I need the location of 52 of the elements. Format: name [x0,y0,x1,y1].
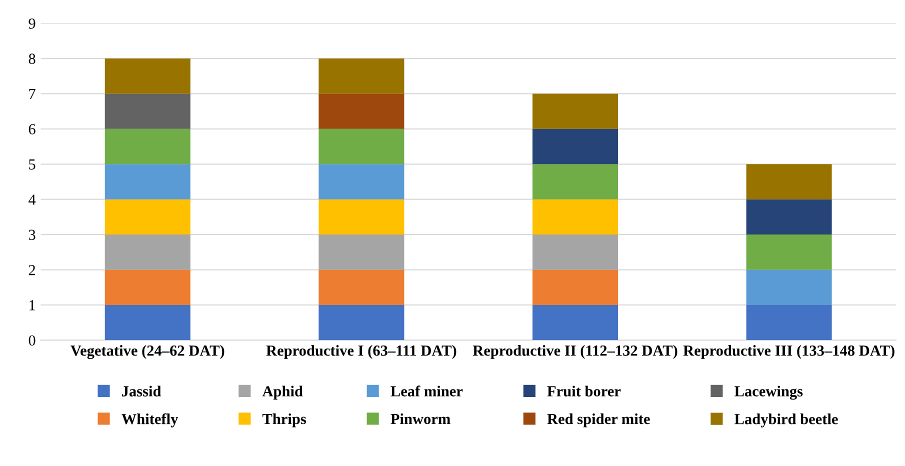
bar [532,94,618,129]
legend-label: Red spider mite [547,413,650,428]
bar [532,270,618,305]
y-tick-label: 7 [29,89,36,100]
y-tick-label: 0 [28,335,36,346]
bar [532,234,618,270]
bar [746,164,832,200]
legend-label: Whitefly [122,413,178,428]
bar [746,234,832,270]
legend-label: Aphid [262,386,303,400]
legend-label: Thrips [262,413,306,428]
y-tick-label: 6 [28,124,36,134]
legend-label: Ladybird beetle [734,414,838,428]
bar [104,94,190,129]
bar [318,164,404,200]
bar [318,128,404,164]
legend-label: Fruit borer [547,386,621,396]
bar [532,304,618,340]
legend-label: Lacewings [734,386,803,400]
bar [104,128,190,164]
bar [318,304,404,340]
y-tick-label: 8 [28,54,36,64]
y-tick-label: 4 [28,194,36,205]
bar [746,270,832,305]
bar [746,304,832,340]
y-tick-label: 5 [29,159,36,170]
legend-label: Leaf miner [390,386,463,396]
legend-label: Jassid [122,386,162,396]
y-tick-label: 1 [30,300,35,310]
x-tick-label: Vegetative (24–62 DAT) [70,345,224,360]
bar [104,164,190,200]
bar [104,58,190,94]
bar [532,199,618,235]
x-tick-label: Reproductive III (133–148 DAT) [683,345,894,359]
x-tick-label: Reproductive I (63–111 DAT) [266,345,456,359]
bar [318,199,404,235]
bar [104,304,190,340]
bar [104,270,190,305]
bar [104,234,190,270]
bar [104,199,190,235]
y-tick-label: 3 [28,230,36,240]
bar [318,234,404,270]
y-tick-label: 2 [28,264,36,276]
y-tick-label: 9 [28,18,36,29]
bar [532,128,618,164]
bar [318,270,404,305]
bar [532,164,618,200]
x-tick-label: Reproductive II (112–132 DAT) [472,345,678,359]
legend-label: Pinworm [390,413,450,424]
bar [746,199,832,235]
bar [318,58,404,94]
bar [318,94,404,129]
